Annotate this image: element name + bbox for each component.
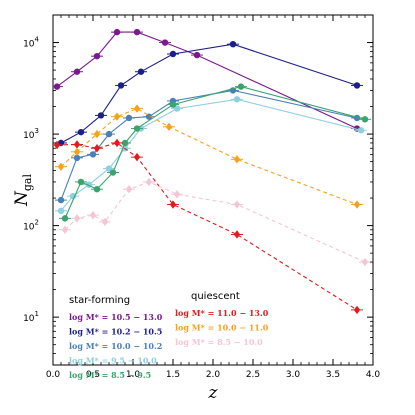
data-point [353,82,361,89]
data-point [361,116,369,123]
legend-entry: log M* = 10.0 − 11.0 [175,323,269,333]
data-point [361,257,369,267]
data-point [101,217,109,227]
data-point [117,82,125,89]
data-point [165,122,173,132]
data-point [357,127,365,134]
data-point [237,83,245,90]
data-point [353,200,361,209]
data-point [77,178,85,186]
data-point [233,155,241,164]
data-point [73,147,81,157]
data-point [169,200,177,209]
data-point [113,112,121,121]
data-point [125,114,133,122]
data-point [173,105,181,112]
data-point [113,28,121,36]
data-point [61,225,69,234]
data-point [133,152,141,162]
legend-entry: log M* = 10.2 − 10.5 [69,327,162,337]
data-point [125,184,133,194]
y-axis-title: Ngal [12,174,34,207]
series-line [56,31,358,129]
data-point [105,130,113,138]
legend-entry: log M* = 8.5 − 9.5 [69,370,151,380]
series-line [60,107,358,206]
data-point [133,125,141,132]
legend-entry: log M* = 9.5 − 10.0 [69,356,157,366]
data-point [233,96,241,103]
data-point [229,40,237,48]
data-point [73,68,81,75]
series-line [60,43,358,144]
x-tick-label: 1.5 [166,370,180,380]
legend-entry: log M* = 8.5 − 10.0 [175,337,263,347]
data-point [77,128,85,136]
data-point [93,129,101,139]
x-tick-label: 3.0 [286,370,301,380]
data-point [93,185,101,193]
data-point [173,190,181,199]
data-point [133,28,141,36]
x-axis-title: z [208,383,219,403]
x-tick-label: 2.0 [206,370,221,380]
data-point [93,144,101,153]
data-point [121,139,129,147]
data-point [53,83,61,90]
data-point [89,151,97,158]
y-tick-label: 103 [23,127,39,141]
data-point [145,177,153,187]
legend-entry: log M* = 10.5 − 13.0 [69,312,163,322]
data-point [89,210,97,220]
data-point [169,101,177,108]
x-tick-label: 4.0 [366,370,381,380]
data-point [73,154,81,162]
data-point [233,200,241,209]
x-tick-label: 0.0 [46,370,61,380]
y-tick-label: 104 [23,36,39,50]
data-point [169,50,177,58]
data-point [61,215,69,222]
data-point [193,51,201,59]
data-point [137,68,145,75]
x-tick-label: 3.5 [326,370,340,380]
data-point [105,165,113,172]
data-point [113,138,121,148]
x-tick-label: 1.0 [126,370,141,380]
data-point [73,214,81,223]
data-point [109,169,117,176]
data-point [57,162,65,171]
data-point [73,140,81,149]
legend-entry: log M* = 11.0 − 13.0 [175,308,269,318]
data-point [93,52,101,60]
legend-entry: log M* = 10.0 − 10.2 [69,341,162,351]
data-point [57,207,65,215]
legend-heading: star-forming [69,295,130,306]
data-point [133,104,141,113]
series-line [56,142,358,311]
data-point [97,112,105,119]
data-point [57,196,65,204]
legend-heading: quiescent [191,291,240,302]
y-tick-label: 102 [23,219,39,233]
x-tick-label: 0.5 [86,370,100,380]
data-point [353,305,361,315]
x-tick-label: 2.5 [246,370,260,380]
data-point [161,39,169,46]
data-point [233,230,241,239]
y-tick-label: 101 [23,310,39,324]
